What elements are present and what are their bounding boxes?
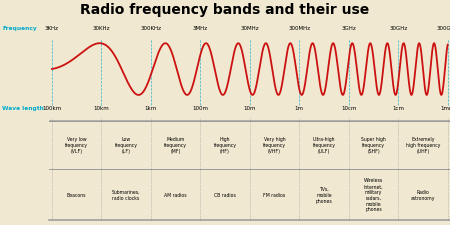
- Text: FM radios: FM radios: [263, 192, 286, 197]
- Text: Wireless
Internet,
military
radars,
mobile
phones: Wireless Internet, military radars, mobi…: [364, 178, 383, 211]
- Text: Beacons: Beacons: [67, 192, 86, 197]
- Text: 3KHz: 3KHz: [45, 26, 59, 31]
- Text: 1mm: 1mm: [441, 106, 450, 110]
- Text: Low
frequency
(LF): Low frequency (LF): [114, 137, 138, 153]
- Text: Radio frequency bands and their use: Radio frequency bands and their use: [81, 3, 369, 17]
- Text: Super high
frequency
(SHF): Super high frequency (SHF): [361, 137, 386, 153]
- Text: 30GHz: 30GHz: [389, 26, 407, 31]
- Text: Wave length: Wave length: [2, 106, 44, 110]
- Text: AM radios: AM radios: [164, 192, 187, 197]
- Text: 10km: 10km: [94, 106, 109, 110]
- Text: TVs,
mobile
phones: TVs, mobile phones: [315, 186, 333, 203]
- Text: Very high
frequency
(VHF): Very high frequency (VHF): [263, 137, 286, 153]
- Text: Medium
frequency
(MF): Medium frequency (MF): [164, 137, 187, 153]
- Text: Extremely
high frequency
(UHF): Extremely high frequency (UHF): [406, 137, 440, 153]
- Text: 1m: 1m: [295, 106, 304, 110]
- Text: 30MHz: 30MHz: [240, 26, 259, 31]
- Text: 1km: 1km: [144, 106, 157, 110]
- Text: 300GHz: 300GHz: [437, 26, 450, 31]
- Text: 3MHz: 3MHz: [193, 26, 208, 31]
- Text: 300KHz: 300KHz: [140, 26, 161, 31]
- Text: Ultra-high
frequency
(ULF): Ultra-high frequency (ULF): [312, 137, 336, 153]
- Text: 10m: 10m: [243, 106, 256, 110]
- Text: Submarines,
radio clocks: Submarines, radio clocks: [112, 189, 140, 200]
- Text: 300MHz: 300MHz: [288, 26, 310, 31]
- Text: Very low
frequency
(VLF): Very low frequency (VLF): [65, 137, 88, 153]
- Text: Radio
astronomy: Radio astronomy: [411, 189, 435, 200]
- Text: 3GHz: 3GHz: [342, 26, 356, 31]
- Text: CB radios: CB radios: [214, 192, 236, 197]
- Text: 1cm: 1cm: [392, 106, 404, 110]
- Text: 100km: 100km: [42, 106, 61, 110]
- Text: 10cm: 10cm: [341, 106, 356, 110]
- Text: Frequency: Frequency: [2, 26, 37, 31]
- Text: 100m: 100m: [192, 106, 208, 110]
- Text: 30KHz: 30KHz: [93, 26, 110, 31]
- Text: High
frequency
(HF): High frequency (HF): [213, 137, 237, 153]
